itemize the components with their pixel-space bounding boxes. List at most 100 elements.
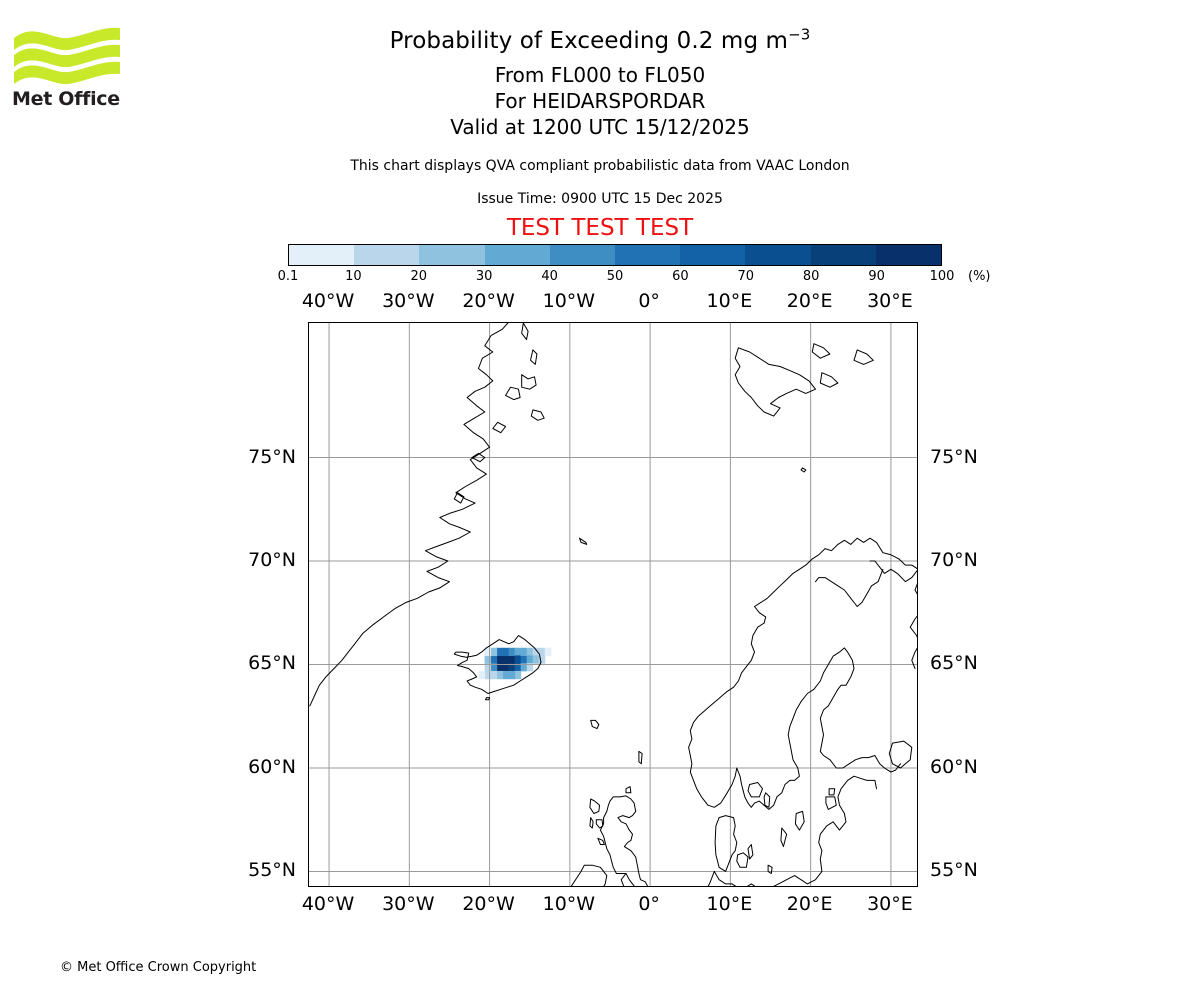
ash-cell [514, 655, 522, 664]
coastline-path [521, 323, 529, 341]
map-canvas [309, 323, 917, 886]
coastline-path [530, 409, 545, 421]
coastline-path [453, 492, 465, 504]
lat-label-left-70°N: 70°N [248, 549, 296, 571]
coastline-path [521, 374, 537, 390]
coastline-path [505, 386, 521, 401]
colorbar-tick-20: 20 [410, 269, 428, 284]
ash-cell [520, 647, 528, 657]
coastline-path [688, 537, 900, 808]
ash-cell [526, 655, 534, 664]
coastline-path [763, 792, 771, 808]
ash-cell [520, 663, 528, 672]
coastline-path [589, 817, 594, 829]
map-coastlines [309, 323, 917, 886]
coastline-path [620, 873, 627, 886]
colorbar-segment-4 [549, 245, 616, 265]
ash-cell [514, 670, 522, 680]
colorbar-segment-6 [680, 245, 746, 265]
ash-cell [502, 670, 510, 680]
lon-label-bottom-30°E: 30°E [867, 893, 913, 915]
coastline-path [736, 852, 749, 868]
coastline-path [888, 740, 913, 769]
coastline-path [815, 568, 884, 607]
ash-cell [520, 655, 528, 664]
lon-label-top-20°W: 20°W [462, 290, 515, 312]
lon-label-top-0°: 0° [638, 290, 660, 312]
ash-cell [508, 663, 516, 672]
colorbar-segment-0 [289, 245, 355, 265]
lon-label-bottom-0°: 0° [638, 893, 660, 915]
colorbar-gradient [288, 244, 942, 266]
coastline-path [742, 647, 901, 810]
coastline-path [570, 864, 608, 886]
colorbar-unit-label: (%) [968, 269, 991, 284]
lon-label-top-30°E: 30°E [867, 290, 913, 312]
ash-cell [502, 663, 510, 672]
coastline-path [780, 827, 788, 848]
coastline-path [734, 347, 816, 417]
lat-label-left-55°N: 55°N [248, 859, 296, 882]
coastline-path [309, 323, 509, 707]
ash-cell [532, 655, 540, 664]
colorbar-tick-80: 80 [802, 269, 820, 284]
copyright-notice: © Met Office Crown Copyright [60, 960, 257, 975]
ash-cell [490, 670, 498, 680]
colorbar-tick-40: 40 [541, 269, 558, 284]
colorbar [288, 244, 942, 266]
ash-cell [514, 647, 522, 657]
coastline-path [853, 349, 874, 365]
ash-cell [484, 647, 492, 657]
coastline-path [707, 870, 715, 886]
coastline-path [747, 844, 754, 860]
ash-cell [544, 647, 552, 657]
ash-cell [532, 647, 540, 657]
coastline-path [471, 452, 486, 463]
colorbar-tick-90: 90 [868, 269, 885, 284]
ash-cell [496, 647, 504, 657]
colorbar-tick-60: 60 [672, 269, 689, 284]
map-plot-area [308, 322, 918, 887]
coastline-path [597, 837, 605, 845]
lat-label-left-75°N: 75°N [248, 445, 296, 468]
coastline-path [453, 635, 542, 694]
ash-cell [490, 647, 498, 657]
coastline-path [595, 819, 604, 829]
colorbar-tick-30: 30 [475, 269, 493, 284]
ash-cell [490, 655, 498, 664]
coastline-path [800, 467, 807, 473]
colorbar-tick-labels: 0.1 10 20 30 40 50 60 70 80 90 100 [278, 269, 955, 287]
colorbar-segment-9 [875, 245, 942, 265]
lat-label-left-60°N: 60°N [248, 755, 296, 778]
ash-cell [496, 655, 504, 664]
ash-cell [526, 647, 534, 657]
lon-label-bottom-10°W: 10°W [542, 893, 596, 915]
met-office-waves-icon [14, 27, 120, 85]
coastline-path [828, 788, 836, 796]
lat-label-right-65°N: 65°N [930, 652, 978, 675]
lon-label-top-10°W: 10°W [542, 290, 596, 312]
coastline-path [579, 537, 588, 545]
colorbar-segment-2 [419, 245, 485, 265]
ash-cell [496, 663, 504, 672]
met-office-logo [12, 24, 122, 114]
colorbar-tick-0.1: 0.1 [277, 269, 299, 284]
qva-note: This chart displays QVA compliant probab… [350, 158, 850, 174]
ash-cell [538, 647, 546, 657]
ash-probability-cells [478, 647, 552, 680]
lat-label-left-65°N: 65°N [248, 652, 296, 675]
lon-label-top-20°E: 20°E [786, 290, 833, 312]
colorbar-segment-3 [484, 245, 550, 265]
coastline-path [819, 372, 839, 388]
lon-label-top-10°E: 10°E [706, 290, 753, 312]
ash-cell [496, 670, 504, 680]
test-banner: TEST TEST TEST [506, 215, 694, 241]
coastline-path [909, 583, 917, 670]
coastline-path [794, 810, 805, 831]
colorbar-tick-100: 100 [929, 269, 955, 284]
coastline-path [599, 795, 635, 886]
ash-cell [490, 663, 498, 672]
ash-cell [526, 663, 534, 672]
ash-cell [538, 655, 546, 664]
map-gridlines [309, 323, 917, 886]
